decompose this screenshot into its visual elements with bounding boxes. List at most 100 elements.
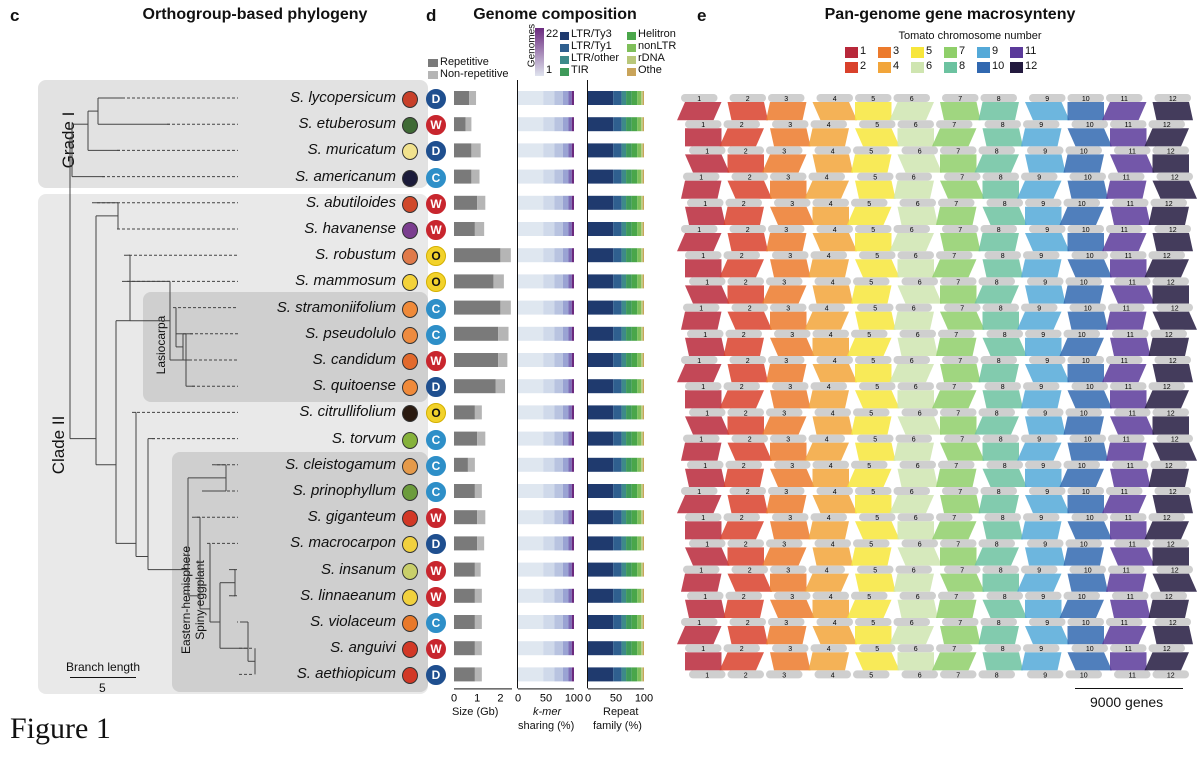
synteny-ribbon xyxy=(727,154,764,173)
chromosome-number: 4 xyxy=(825,175,829,182)
repeat-segment xyxy=(613,641,622,656)
synteny-ribbon xyxy=(1025,626,1070,645)
panel-d-title: Genome composition xyxy=(473,6,637,23)
repeat-segment xyxy=(613,588,622,603)
fruit-icon xyxy=(402,457,418,475)
repeat-segment xyxy=(631,169,638,184)
kmer-segment xyxy=(568,300,572,315)
chrom-legend-title: Tomato chromosome number xyxy=(898,30,1042,42)
chrom-legend-label: 2 xyxy=(860,60,867,72)
chromosome-bar xyxy=(1027,146,1064,155)
chrom-legend-label: 6 xyxy=(926,60,933,72)
kmer-segment xyxy=(568,588,572,603)
synteny-ribbon xyxy=(1152,364,1193,383)
synteny-ribbon xyxy=(1110,468,1151,487)
chromosome-number: 1 xyxy=(705,148,709,155)
chromosome-bar xyxy=(1152,539,1189,548)
chromosome-bar xyxy=(1150,329,1187,338)
chromosome-bar xyxy=(1150,198,1187,207)
chromosome-bar xyxy=(1021,434,1058,443)
synteny-ribbon xyxy=(936,599,977,618)
repeat-segment xyxy=(637,562,642,577)
repeat-segment xyxy=(631,431,638,446)
kmer-segment xyxy=(518,667,544,682)
repeat-segment xyxy=(613,536,622,551)
repeat-segment xyxy=(631,326,638,341)
chromosome-bar xyxy=(938,329,975,338)
chromosome-number: 6 xyxy=(916,332,920,339)
chromosome-bar xyxy=(772,120,809,129)
chromosome-bar xyxy=(768,618,805,626)
repeat-segment xyxy=(626,300,632,315)
chromosome-number: 6 xyxy=(912,568,916,575)
kmer-segment xyxy=(518,588,544,603)
fruit-icon xyxy=(402,248,418,266)
synteny-ribbon xyxy=(1063,547,1104,566)
synteny-ribbon xyxy=(1025,285,1066,304)
chromosome-number: 5 xyxy=(875,384,879,391)
synteny-ribbon xyxy=(893,573,934,592)
chromosome-number: 11 xyxy=(1127,201,1134,208)
synteny-ribbon xyxy=(804,180,849,199)
kmer-segment xyxy=(568,562,572,577)
size-bar-repetitive xyxy=(454,274,494,289)
kmer-segment xyxy=(554,536,563,551)
chromosome-number: 1 xyxy=(697,96,701,103)
chromosome-bar xyxy=(986,329,1023,338)
chromosome-bar xyxy=(940,277,977,286)
synteny-ribbon xyxy=(974,154,1019,173)
synteny-ribbon xyxy=(897,154,942,173)
kmer-segment xyxy=(543,222,555,236)
chromosome-bar xyxy=(984,513,1021,522)
synteny-ribbon xyxy=(677,626,722,645)
chromosome-bar xyxy=(810,513,847,522)
synteny-ribbon xyxy=(897,416,942,435)
chromosome-number: 6 xyxy=(916,201,920,208)
synteny-ribbon xyxy=(812,102,857,121)
repeat-segment xyxy=(613,248,622,263)
kmer-segment xyxy=(562,195,569,210)
kmer-segment xyxy=(543,405,555,420)
chromosome-number: 12 xyxy=(1163,122,1171,129)
chromosome-number: 4 xyxy=(827,253,831,260)
repeat-segment xyxy=(631,117,638,132)
chromosome-number: 12 xyxy=(1163,384,1171,391)
kmer-segment xyxy=(543,169,555,184)
lasiocarpa-box xyxy=(143,292,428,402)
synteny-ribbon xyxy=(982,259,1023,278)
synteny-ribbon xyxy=(770,442,807,461)
repeat-segment xyxy=(641,641,643,656)
size-tick: 1 xyxy=(474,692,480,704)
genomes-min: 1 xyxy=(546,64,553,76)
repeat-segment xyxy=(631,143,638,158)
synteny-ribbon xyxy=(851,547,892,566)
chromosome-number: 9 xyxy=(1041,332,1045,339)
taxon-label: S. prinophyllum xyxy=(292,482,396,499)
synteny-ribbon xyxy=(812,285,853,304)
repeat-segment xyxy=(626,379,632,394)
chromosome-bar xyxy=(774,329,811,338)
chromosome-bar xyxy=(899,329,936,338)
chromosome-number: 4 xyxy=(831,279,835,286)
chromosome-number: 7 xyxy=(958,489,962,496)
size-bar-repetitive xyxy=(454,91,470,105)
synteny-ribbon xyxy=(940,626,981,645)
synteny-ribbon xyxy=(723,599,764,618)
synteny-ribbon xyxy=(685,154,730,173)
chromosome-number: 12 xyxy=(1167,541,1175,548)
chromosome-bar xyxy=(723,251,760,260)
repeat-legend-label: TIR xyxy=(571,64,589,76)
chromosome-bar xyxy=(808,303,845,312)
repeat-legend-swatch xyxy=(560,56,569,64)
chromosome-bar xyxy=(980,94,1017,102)
chromosome-number: 9 xyxy=(1037,568,1041,575)
chromosome-number: 10 xyxy=(1080,148,1088,155)
kmer-segment xyxy=(562,274,569,289)
repeat-segment xyxy=(626,405,632,420)
repeat-segment xyxy=(642,300,644,315)
repeat-segment xyxy=(588,484,614,498)
chromosome-bar xyxy=(986,591,1023,600)
synteny-ribbon xyxy=(1110,337,1151,356)
chromosome-bar xyxy=(936,644,973,653)
repeat-segment xyxy=(637,353,642,367)
